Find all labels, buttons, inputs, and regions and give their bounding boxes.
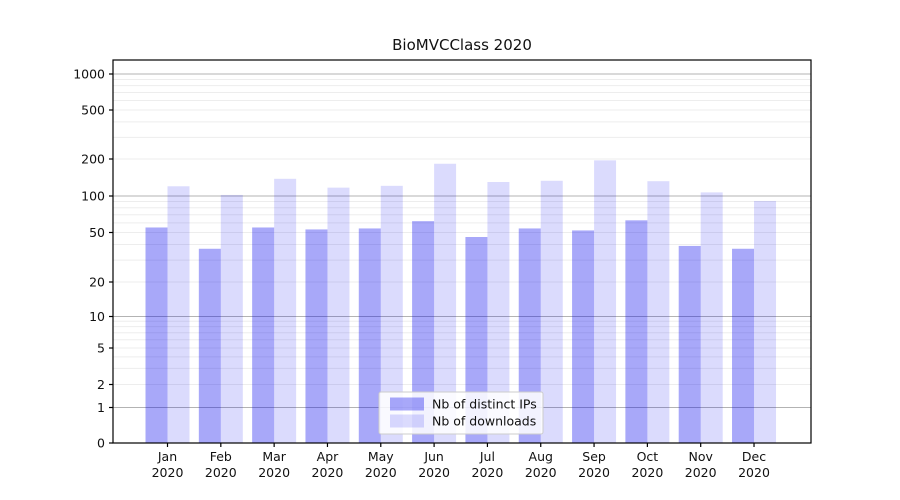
x-tick-label-year: 2020 bbox=[472, 465, 504, 480]
bar-distinct-ips-apr bbox=[305, 229, 328, 443]
x-tick-label-year: 2020 bbox=[205, 465, 237, 480]
y-tick-label: 200 bbox=[81, 152, 105, 167]
bar-distinct-ips-feb bbox=[198, 248, 221, 443]
x-tick-label-month: Mar bbox=[262, 449, 286, 464]
x-tick-label-month: Jan bbox=[157, 449, 177, 464]
x-tick-label-month: Apr bbox=[317, 449, 339, 464]
x-tick-label-month: May bbox=[368, 449, 394, 464]
y-tick-label: 2 bbox=[97, 377, 105, 392]
bar-distinct-ips-jun bbox=[412, 221, 435, 443]
bar-downloads-feb bbox=[220, 194, 243, 443]
x-tick-label-year: 2020 bbox=[685, 465, 717, 480]
bar-distinct-ips-mar bbox=[252, 227, 275, 443]
bar-downloads-may bbox=[380, 185, 403, 443]
bar-downloads-jun bbox=[434, 163, 457, 443]
legend-label-downloads: Nb of downloads bbox=[432, 414, 536, 429]
y-tick-label: 5 bbox=[97, 341, 105, 356]
bar-downloads-jan bbox=[167, 186, 190, 443]
bar-distinct-ips-may bbox=[358, 228, 381, 443]
legend-swatch-downloads bbox=[390, 414, 424, 428]
x-tick-label-month: Aug bbox=[529, 449, 553, 464]
bar-downloads-sep bbox=[594, 160, 617, 444]
bar-downloads-apr bbox=[327, 187, 350, 443]
x-tick-label-month: Nov bbox=[688, 449, 713, 464]
legend-swatch-distinct-ips bbox=[390, 397, 424, 411]
y-tick-label: 1 bbox=[97, 400, 105, 415]
bar-downloads-aug bbox=[540, 180, 563, 443]
y-tick-label: 500 bbox=[81, 103, 105, 118]
x-tick-label-year: 2020 bbox=[525, 465, 557, 480]
bar-downloads-mar bbox=[274, 178, 297, 443]
bar-distinct-ips-oct bbox=[625, 220, 648, 443]
x-tick-label-year: 2020 bbox=[258, 465, 290, 480]
x-tick-label-year: 2020 bbox=[152, 465, 184, 480]
bar-distinct-ips-dec bbox=[732, 248, 755, 443]
bar-downloads-jul bbox=[487, 181, 510, 444]
x-tick-label-month: Jul bbox=[479, 449, 495, 464]
y-tick-label: 0 bbox=[97, 436, 105, 451]
plot-border bbox=[112, 59, 812, 444]
bar-downloads-nov bbox=[700, 192, 723, 443]
chart-title: BioMVCClass 2020 bbox=[392, 36, 532, 54]
y-tick-label: 100 bbox=[81, 189, 105, 204]
bar-distinct-ips-aug bbox=[518, 228, 541, 443]
x-tick-label-month: Sep bbox=[582, 449, 606, 464]
y-tick-label: 20 bbox=[89, 275, 105, 290]
bar-downloads-oct bbox=[647, 181, 670, 443]
x-tick-label-year: 2020 bbox=[738, 465, 770, 480]
x-tick-label-year: 2020 bbox=[418, 465, 450, 480]
bar-distinct-ips-sep bbox=[572, 230, 595, 443]
x-tick-label-month: Oct bbox=[637, 449, 659, 464]
bar-distinct-ips-nov bbox=[678, 245, 701, 443]
x-tick-label-month: Dec bbox=[742, 449, 766, 464]
x-tick-label-month: Feb bbox=[210, 449, 232, 464]
y-tick-label: 1000 bbox=[73, 67, 105, 82]
legend-label-distinct-ips: Nb of distinct IPs bbox=[432, 397, 537, 412]
legend-box bbox=[378, 391, 544, 435]
x-tick-label-year: 2020 bbox=[312, 465, 344, 480]
x-tick-label-month: Jun bbox=[423, 449, 444, 464]
y-tick-label: 50 bbox=[89, 225, 105, 240]
x-tick-label-year: 2020 bbox=[631, 465, 663, 480]
x-tick-label-year: 2020 bbox=[578, 465, 610, 480]
bar-distinct-ips-jan bbox=[145, 227, 168, 443]
x-tick-label-year: 2020 bbox=[365, 465, 397, 480]
bar-downloads-dec bbox=[754, 200, 777, 443]
y-tick-label: 10 bbox=[89, 309, 105, 324]
